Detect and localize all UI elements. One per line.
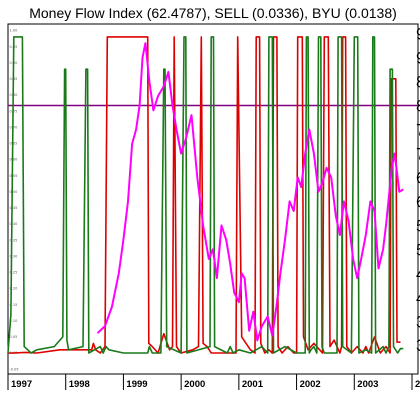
left-tick-label: 0.15 <box>10 303 18 307</box>
left-tick-label: 0.30 <box>10 254 18 258</box>
x-tick-label: 1998 <box>69 379 90 390</box>
left-tick-label: -0.05 <box>10 367 19 371</box>
right-tick-label: 65 <box>416 168 420 187</box>
left-tick-label: 0.20 <box>10 287 18 291</box>
left-tick-label: 0.10 <box>10 319 18 323</box>
left-tick-label: 0.25 <box>10 271 18 275</box>
right-axis-ticks: 3035404550556065707580859095 <box>416 25 420 356</box>
chart-title: Money Flow Index (62.4787), SELL (0.0336… <box>29 5 397 21</box>
left-tick-label: 0.05 <box>10 335 18 339</box>
plot-border <box>7 23 419 375</box>
right-tick-label: 85 <box>416 73 420 92</box>
x-tick-label: 2002 <box>300 379 321 390</box>
series-line-byu <box>7 36 404 354</box>
x-tick-label: 1997 <box>11 379 32 390</box>
right-tick-label: 30 <box>416 336 420 355</box>
right-tick-label: 55 <box>416 216 420 235</box>
right-tick-label: 45 <box>416 264 420 283</box>
x-tick-label: 2003 <box>357 379 378 390</box>
left-tick-label: 0.45 <box>10 206 18 210</box>
right-tick-label: 60 <box>416 192 420 211</box>
right-tick-label: 75 <box>416 120 420 139</box>
x-tick-label: 2004 <box>415 379 420 390</box>
left-tick-label: 0.35 <box>10 238 18 242</box>
left-tick-label: 0.50 <box>10 190 18 194</box>
x-tick-label: 2001 <box>242 379 264 390</box>
right-tick-label: 90 <box>416 49 420 68</box>
x-tick-label: 1999 <box>126 379 147 390</box>
left-tick-label: 1.00 <box>10 29 18 33</box>
plot-frame <box>7 23 419 375</box>
left-tick-label: 0.40 <box>10 222 18 226</box>
series-layer <box>7 36 404 354</box>
series-line-sell <box>8 36 401 354</box>
x-axis-ticks: 1997 1998 1999 2000 2001 2002 2003 2004 <box>7 374 420 390</box>
right-tick-label: 70 <box>416 144 420 163</box>
x-tick-label: 2000 <box>184 379 205 390</box>
series-line-money-flow-index <box>96 42 404 342</box>
left-tick-label: 0.60 <box>10 158 18 162</box>
right-tick-label: 50 <box>416 240 420 259</box>
right-tick-label: 40 <box>416 288 420 307</box>
left-tick-label: 0.55 <box>10 174 18 178</box>
right-tick-label: 95 <box>416 25 420 44</box>
right-tick-label: 35 <box>416 312 420 331</box>
